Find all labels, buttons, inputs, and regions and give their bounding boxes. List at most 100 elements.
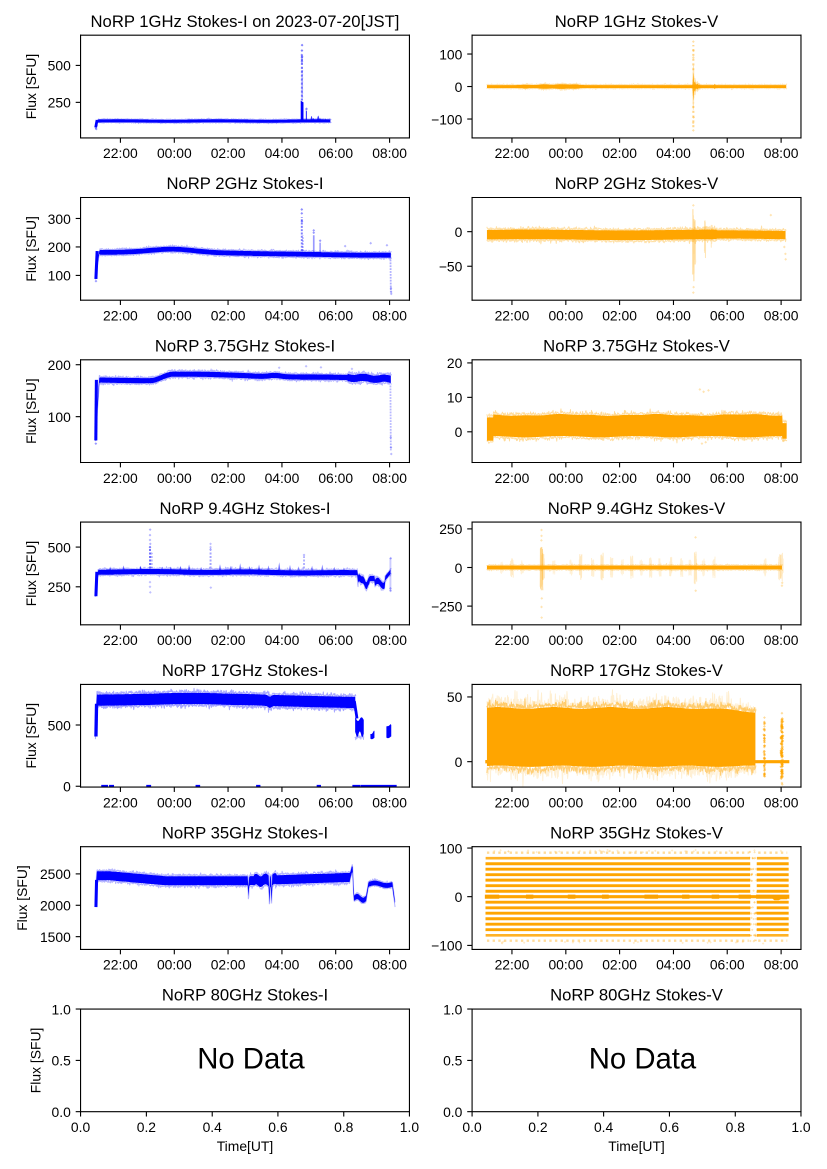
svg-text:Flux [SFU]: Flux [SFU] <box>14 865 30 931</box>
svg-text:Flux [SFU]: Flux [SFU] <box>23 541 39 607</box>
svg-text:00:00: 00:00 <box>157 145 192 161</box>
svg-text:100: 100 <box>48 409 71 425</box>
svg-text:02:00: 02:00 <box>602 470 637 486</box>
svg-text:−100: −100 <box>431 111 463 127</box>
svg-text:22:00: 22:00 <box>495 307 530 323</box>
svg-text:22:00: 22:00 <box>495 794 530 810</box>
svg-text:02:00: 02:00 <box>602 794 637 810</box>
svg-text:00:00: 00:00 <box>548 632 583 648</box>
svg-text:NoRP 9.4GHz Stokes-I: NoRP 9.4GHz Stokes-I <box>160 499 331 518</box>
svg-text:NoRP 2GHz Stokes-I: NoRP 2GHz Stokes-I <box>166 174 323 193</box>
svg-text:22:00: 22:00 <box>495 957 530 973</box>
svg-text:00:00: 00:00 <box>157 632 192 648</box>
svg-text:200: 200 <box>48 239 71 255</box>
svg-text:0.4: 0.4 <box>203 1119 223 1135</box>
svg-text:NoRP 17GHz Stokes-V: NoRP 17GHz Stokes-V <box>550 661 724 680</box>
svg-text:06:00: 06:00 <box>318 957 353 973</box>
svg-text:0: 0 <box>63 779 71 795</box>
svg-text:Time[UT]: Time[UT] <box>608 1138 665 1154</box>
svg-text:04:00: 04:00 <box>265 632 300 648</box>
svg-text:08:00: 08:00 <box>372 794 407 810</box>
svg-text:NoRP 80GHz Stokes-I: NoRP 80GHz Stokes-I <box>162 986 328 1005</box>
svg-text:50: 50 <box>447 689 463 705</box>
svg-text:00:00: 00:00 <box>157 794 192 810</box>
svg-text:NoRP 1GHz Stokes-V: NoRP 1GHz Stokes-V <box>555 12 719 31</box>
svg-text:0.0: 0.0 <box>462 1119 482 1135</box>
svg-text:NoRP 17GHz Stokes-I: NoRP 17GHz Stokes-I <box>162 661 328 680</box>
svg-text:06:00: 06:00 <box>710 307 745 323</box>
svg-text:0.0: 0.0 <box>52 1104 72 1120</box>
svg-text:250: 250 <box>48 95 71 111</box>
svg-text:1.0: 1.0 <box>400 1119 420 1135</box>
svg-text:0.0: 0.0 <box>443 1104 463 1120</box>
svg-text:NoRP 2GHz Stokes-V: NoRP 2GHz Stokes-V <box>555 174 719 193</box>
svg-text:00:00: 00:00 <box>548 145 583 161</box>
svg-text:0.6: 0.6 <box>268 1119 288 1135</box>
svg-text:Time[UT]: Time[UT] <box>217 1138 274 1154</box>
svg-text:100: 100 <box>439 46 462 62</box>
svg-text:1.0: 1.0 <box>791 1119 811 1135</box>
svg-text:22:00: 22:00 <box>495 470 530 486</box>
svg-text:NoRP 35GHz Stokes-I: NoRP 35GHz Stokes-I <box>162 823 328 842</box>
svg-text:22:00: 22:00 <box>103 632 138 648</box>
svg-text:NoRP 1GHz Stokes-I on 2023-07-: NoRP 1GHz Stokes-I on 2023-07-20[JST] <box>91 12 400 31</box>
svg-text:08:00: 08:00 <box>372 307 407 323</box>
svg-text:0: 0 <box>455 424 463 440</box>
svg-text:08:00: 08:00 <box>764 957 799 973</box>
svg-text:250: 250 <box>48 579 71 595</box>
svg-text:300: 300 <box>48 211 71 227</box>
svg-text:0.0: 0.0 <box>71 1119 91 1135</box>
svg-text:Flux [SFU]: Flux [SFU] <box>23 54 39 120</box>
svg-text:06:00: 06:00 <box>710 470 745 486</box>
svg-text:NoRP 9.4GHz Stokes-V: NoRP 9.4GHz Stokes-V <box>548 499 726 518</box>
svg-text:20: 20 <box>447 355 463 371</box>
svg-text:22:00: 22:00 <box>103 307 138 323</box>
svg-text:500: 500 <box>48 717 71 733</box>
svg-text:22:00: 22:00 <box>103 794 138 810</box>
svg-text:02:00: 02:00 <box>211 957 246 973</box>
svg-text:−50: −50 <box>439 259 463 275</box>
svg-text:22:00: 22:00 <box>103 145 138 161</box>
svg-text:04:00: 04:00 <box>656 794 691 810</box>
svg-text:00:00: 00:00 <box>548 957 583 973</box>
svg-text:06:00: 06:00 <box>318 632 353 648</box>
svg-text:02:00: 02:00 <box>211 794 246 810</box>
svg-text:No Data: No Data <box>197 1042 305 1075</box>
svg-text:04:00: 04:00 <box>265 470 300 486</box>
svg-text:08:00: 08:00 <box>372 957 407 973</box>
svg-text:06:00: 06:00 <box>710 794 745 810</box>
svg-text:00:00: 00:00 <box>157 307 192 323</box>
svg-text:No Data: No Data <box>589 1042 697 1075</box>
svg-text:0: 0 <box>455 754 463 770</box>
svg-text:08:00: 08:00 <box>372 145 407 161</box>
svg-text:22:00: 22:00 <box>103 957 138 973</box>
svg-text:250: 250 <box>439 521 462 537</box>
svg-text:NoRP 3.75GHz Stokes-I: NoRP 3.75GHz Stokes-I <box>155 337 335 356</box>
svg-text:00:00: 00:00 <box>157 470 192 486</box>
svg-text:04:00: 04:00 <box>265 307 300 323</box>
svg-text:0.5: 0.5 <box>52 1053 72 1069</box>
svg-text:0.8: 0.8 <box>334 1119 354 1135</box>
svg-text:10: 10 <box>447 390 463 406</box>
svg-text:00:00: 00:00 <box>548 794 583 810</box>
svg-text:Flux [SFU]: Flux [SFU] <box>27 1028 43 1094</box>
svg-text:02:00: 02:00 <box>211 632 246 648</box>
svg-text:0: 0 <box>455 224 463 240</box>
svg-text:08:00: 08:00 <box>372 632 407 648</box>
svg-text:02:00: 02:00 <box>211 145 246 161</box>
svg-text:04:00: 04:00 <box>656 957 691 973</box>
svg-text:04:00: 04:00 <box>656 145 691 161</box>
svg-text:200: 200 <box>48 357 71 373</box>
svg-text:0.6: 0.6 <box>660 1119 680 1135</box>
svg-text:02:00: 02:00 <box>602 145 637 161</box>
svg-text:1.0: 1.0 <box>443 1001 463 1017</box>
svg-text:00:00: 00:00 <box>548 307 583 323</box>
svg-text:04:00: 04:00 <box>656 632 691 648</box>
svg-text:0.5: 0.5 <box>443 1053 463 1069</box>
svg-text:1.0: 1.0 <box>52 1001 72 1017</box>
svg-text:−100: −100 <box>431 938 463 954</box>
svg-text:06:00: 06:00 <box>710 957 745 973</box>
svg-text:0: 0 <box>455 889 463 905</box>
svg-text:100: 100 <box>48 268 71 284</box>
svg-text:500: 500 <box>48 58 71 74</box>
